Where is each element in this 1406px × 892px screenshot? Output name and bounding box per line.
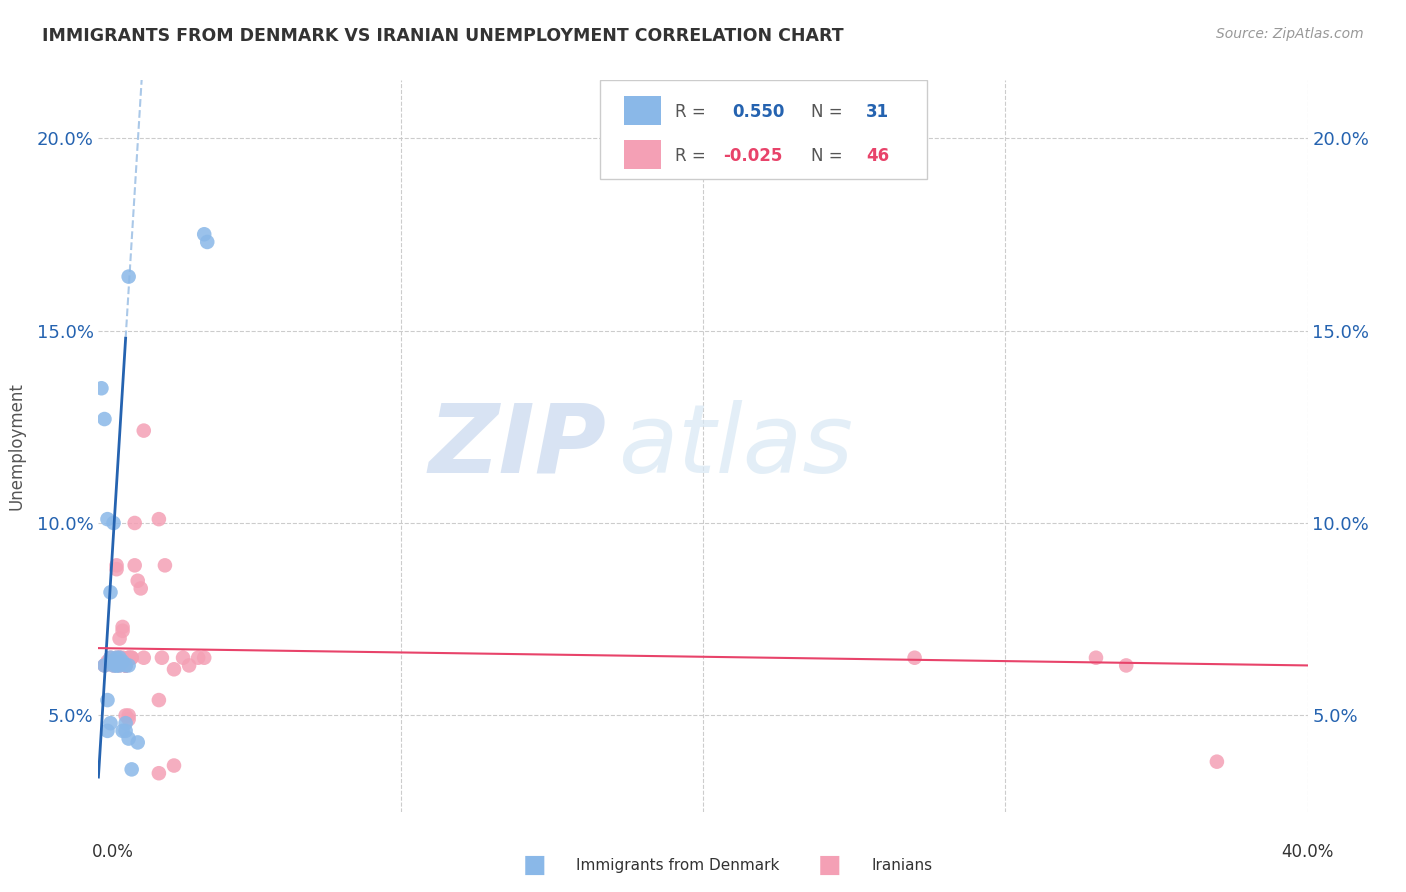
Point — [111, 650, 134, 665]
Text: 0.550: 0.550 — [733, 103, 785, 120]
Point — [100, 650, 122, 665]
Point — [114, 658, 136, 673]
Point — [108, 632, 131, 646]
Point — [114, 658, 136, 673]
Point — [111, 655, 134, 669]
FancyBboxPatch shape — [624, 95, 661, 125]
Point — [904, 650, 927, 665]
Text: IMMIGRANTS FROM DENMARK VS IRANIAN UNEMPLOYMENT CORRELATION CHART: IMMIGRANTS FROM DENMARK VS IRANIAN UNEMP… — [42, 27, 844, 45]
Point — [105, 658, 128, 673]
Text: ZIP: ZIP — [429, 400, 606, 492]
Point — [103, 655, 125, 669]
Point — [121, 763, 143, 777]
Point — [118, 708, 141, 723]
Point — [121, 650, 143, 665]
Point — [96, 655, 118, 669]
Point — [153, 558, 176, 573]
Point — [127, 735, 149, 749]
Text: Source: ZipAtlas.com: Source: ZipAtlas.com — [1216, 27, 1364, 41]
Point — [100, 650, 122, 665]
Point — [118, 269, 141, 284]
Point — [132, 424, 155, 438]
Point — [100, 655, 122, 669]
Text: ■: ■ — [818, 854, 841, 877]
Point — [108, 658, 131, 673]
Text: 0.0%: 0.0% — [91, 843, 134, 861]
Point — [105, 558, 128, 573]
Point — [111, 624, 134, 638]
Point — [108, 650, 131, 665]
Point — [127, 574, 149, 588]
Point — [1115, 658, 1137, 673]
Point — [108, 650, 131, 665]
Point — [111, 620, 134, 634]
Point — [129, 582, 152, 596]
Point — [193, 227, 215, 242]
Point — [1085, 650, 1108, 665]
Point — [96, 693, 118, 707]
Point — [90, 381, 112, 395]
Point — [118, 731, 141, 746]
Text: 40.0%: 40.0% — [1281, 843, 1334, 861]
Point — [148, 512, 170, 526]
Text: R =: R = — [675, 103, 717, 120]
Point — [96, 512, 118, 526]
Point — [111, 723, 134, 738]
Text: 46: 46 — [866, 146, 890, 165]
Point — [163, 758, 186, 772]
FancyBboxPatch shape — [600, 80, 927, 179]
Point — [100, 716, 122, 731]
Point — [111, 655, 134, 669]
Point — [105, 650, 128, 665]
Point — [108, 658, 131, 673]
Point — [118, 650, 141, 665]
Point — [195, 235, 218, 249]
Point — [114, 723, 136, 738]
Point — [179, 658, 201, 673]
Point — [103, 655, 125, 669]
Text: Iranians: Iranians — [872, 858, 932, 872]
Point — [163, 662, 186, 676]
Point — [150, 650, 173, 665]
Text: 31: 31 — [866, 103, 890, 120]
Point — [103, 516, 125, 530]
Point — [118, 712, 141, 726]
Text: R =: R = — [675, 146, 711, 165]
Y-axis label: Unemployment: Unemployment — [7, 382, 25, 510]
Point — [100, 585, 122, 599]
Point — [124, 558, 146, 573]
Point — [105, 562, 128, 576]
Point — [105, 650, 128, 665]
Point — [105, 658, 128, 673]
Point — [96, 723, 118, 738]
Point — [114, 658, 136, 673]
Text: Immigrants from Denmark: Immigrants from Denmark — [576, 858, 780, 872]
Text: atlas: atlas — [619, 400, 853, 492]
Point — [103, 658, 125, 673]
Point — [193, 650, 215, 665]
Point — [118, 658, 141, 673]
Point — [187, 650, 209, 665]
Point — [148, 693, 170, 707]
Point — [114, 658, 136, 673]
Point — [114, 708, 136, 723]
Point — [132, 650, 155, 665]
Point — [118, 650, 141, 665]
FancyBboxPatch shape — [624, 139, 661, 169]
Text: -0.025: -0.025 — [724, 146, 783, 165]
Point — [93, 658, 115, 673]
Text: N =: N = — [811, 146, 853, 165]
Text: ■: ■ — [523, 854, 546, 877]
Text: N =: N = — [811, 103, 853, 120]
Point — [1206, 755, 1229, 769]
Point — [148, 766, 170, 780]
Point — [121, 650, 143, 665]
Point — [108, 650, 131, 665]
Point — [103, 658, 125, 673]
Point — [114, 716, 136, 731]
Point — [172, 650, 194, 665]
Point — [93, 658, 115, 673]
Point — [93, 412, 115, 426]
Point — [124, 516, 146, 530]
